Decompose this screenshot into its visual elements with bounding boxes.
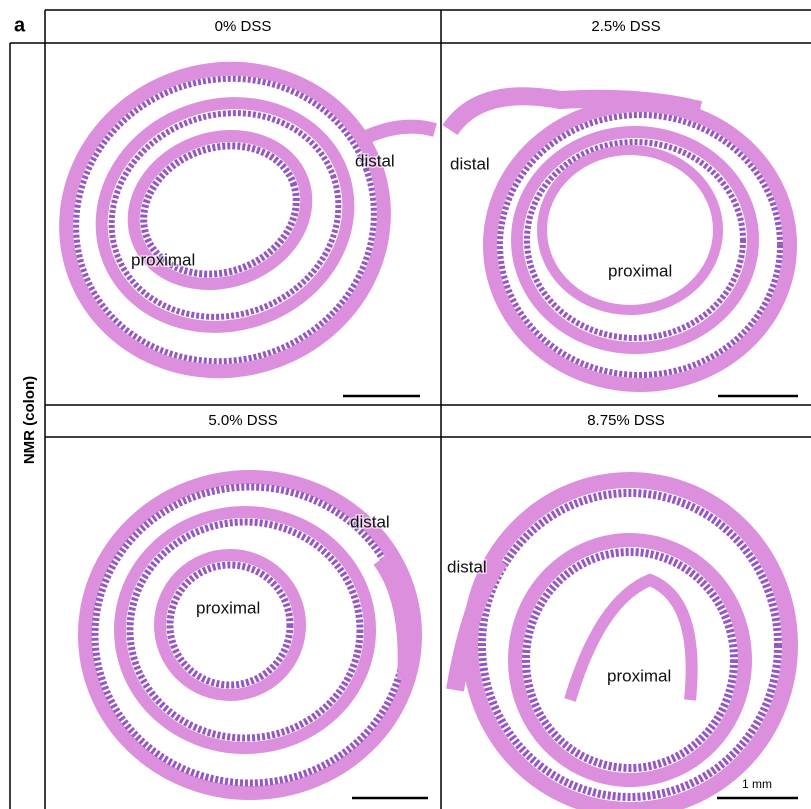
- proximal-label: proximal: [608, 261, 672, 280]
- proximal-label: proximal: [131, 250, 195, 269]
- panel-title: 5.0% DSS: [208, 412, 277, 429]
- distal-label: distal: [450, 154, 490, 173]
- panel-title: 0% DSS: [215, 18, 272, 35]
- figure: a NMR (colon): [0, 0, 811, 809]
- distal-label: distal: [447, 557, 487, 576]
- proximal-label: proximal: [196, 598, 260, 617]
- row-label: NMR (colon): [21, 376, 38, 464]
- panel-label: a: [14, 14, 26, 36]
- scale-bar-label: 1 mm: [742, 777, 772, 791]
- panel-title: 8.75% DSS: [587, 412, 665, 429]
- distal-label: distal: [355, 151, 395, 170]
- panel-title: 2.5% DSS: [591, 18, 660, 35]
- distal-label: distal: [350, 512, 390, 531]
- proximal-label: proximal: [607, 666, 671, 685]
